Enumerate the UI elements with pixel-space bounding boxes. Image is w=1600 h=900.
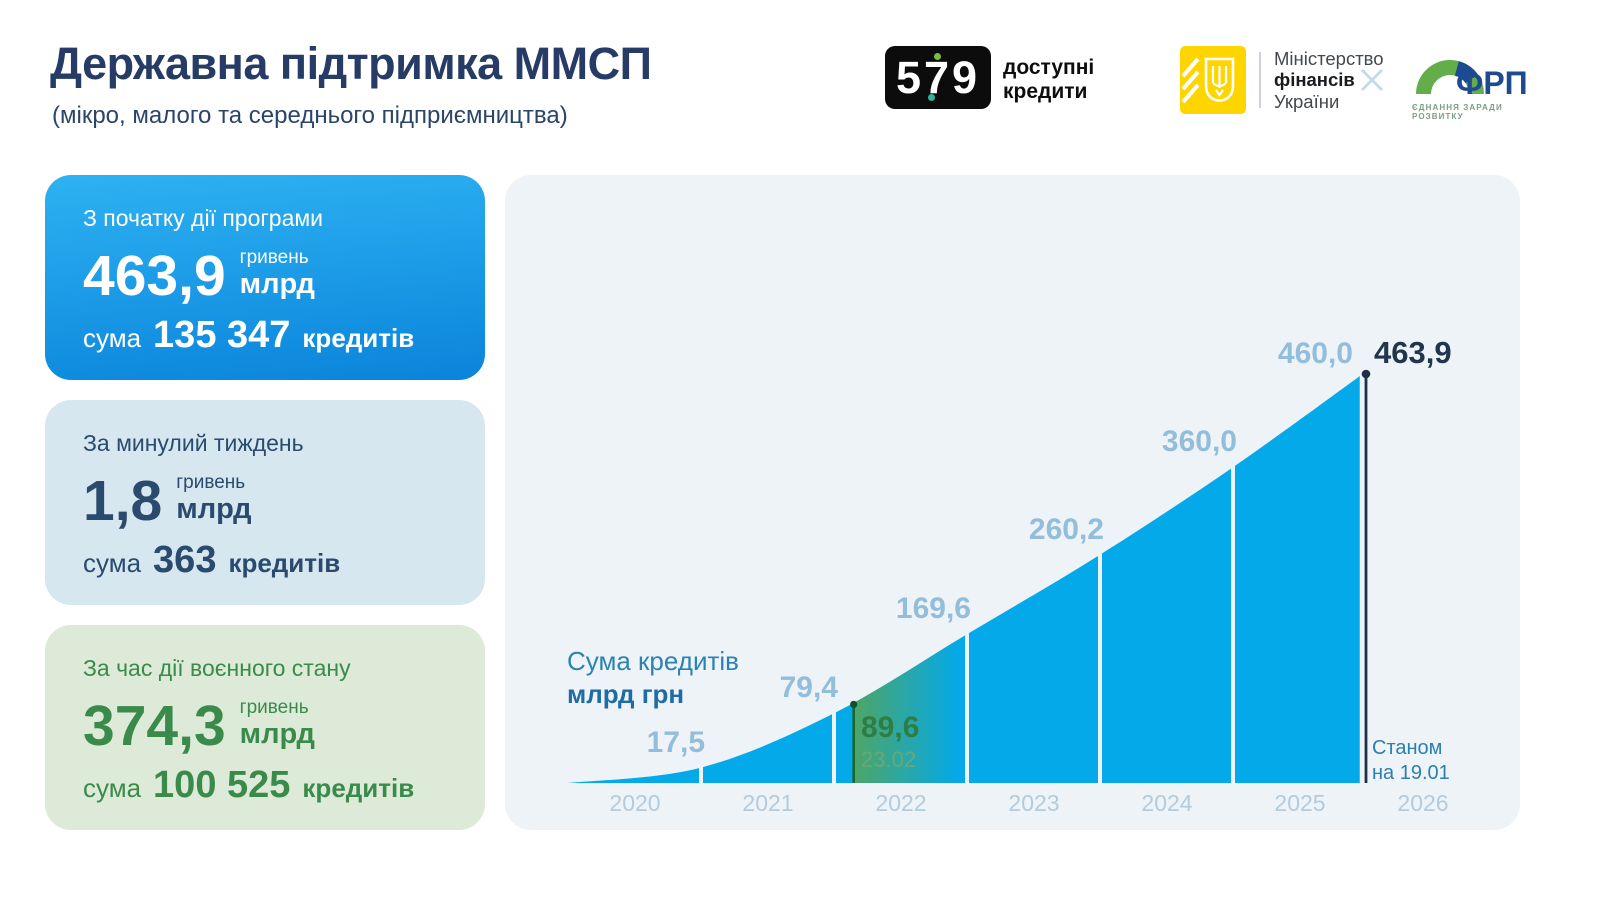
milestone-label: 17,5 [646,726,705,759]
milestone-label: 169,6 [895,592,971,625]
current-value-label: 463,9 [1374,335,1452,370]
frp-caption: ЄДНАННЯ ЗАРАДИ РОЗВИТКУ [1412,103,1503,121]
milestone-label: 460,0 [1277,337,1353,370]
logo-579-digit: 9 [952,51,981,103]
collab-x-icon [1358,66,1386,99]
card-title: З початку дії програми [83,205,324,231]
asof-note: Станом на 19.01 [1372,737,1450,784]
loans-chart-panel: Сума кредитів млрд грн 89,6 23.02 463,9 … [505,175,1520,830]
milestone-label: 360,0 [1161,425,1237,458]
card-title: За час дії воєнного стану [83,655,351,681]
frp-logo: ФРП ЄДНАННЯ ЗАРАДИ РОЗВИТКУ [1412,46,1542,121]
year-label: 2020 [609,790,661,816]
card-unit: гривень млрд [239,697,315,750]
card-sum: сума 100 525 кредитів [83,764,415,806]
percent-dot-icon [934,53,941,60]
year-label: 2021 [742,790,794,816]
program-579-tagline: доступні кредити [1003,56,1095,103]
page-title: Державна підтримка ММСП [50,38,652,89]
minfin-wordmark: Міністерство фінансів України [1274,47,1384,112]
year-label: 2023 [1008,790,1060,816]
war-marker-value: 89,6 [861,711,920,744]
card-sum: сума 363 кредитів [83,539,341,581]
card-title: За минулий тиждень [83,430,304,456]
card-unit: гривень млрд [239,247,315,300]
stat-card-wartime: За час дії воєнного стану 374,3 гривень … [45,625,485,830]
year-label: 2024 [1141,790,1193,816]
minfin-emblem-icon [1180,46,1246,114]
card-sum: сума 135 347 кредитів [83,314,415,356]
loans-area-chart [568,369,1371,783]
minfin-logo: Міністерство фінансів України [1180,46,1384,114]
stat-card-week: За минулий тиждень 1,8 гривень млрд сума… [45,400,485,605]
stat-card-total: З початку дії програми 463,9 гривень млр… [45,175,485,380]
war-marker-date: 23.02 [861,747,917,772]
card-amount: 1,8 [83,468,163,533]
percent-dot-icon [928,94,935,101]
year-label: 2025 [1274,790,1326,816]
page-subtitle: (мікро, малого та середнього підприємниц… [52,102,568,129]
logo-579-digit: 5 [895,51,924,103]
card-amount: 374,3 [83,693,226,758]
card-unit: гривень млрд [176,472,252,525]
card-amount: 463,9 [83,243,226,308]
year-label: 2022 [875,790,927,816]
frp-arch-icon: ФРП [1416,60,1528,101]
logo-divider [1259,52,1261,108]
year-label: 2026 [1397,790,1449,816]
frp-name: ФРП [1456,65,1528,101]
milestone-label: 79,4 [779,671,838,704]
milestone-label: 260,2 [1028,513,1104,546]
chart-legend: Сума кредитів млрд грн [567,646,739,709]
